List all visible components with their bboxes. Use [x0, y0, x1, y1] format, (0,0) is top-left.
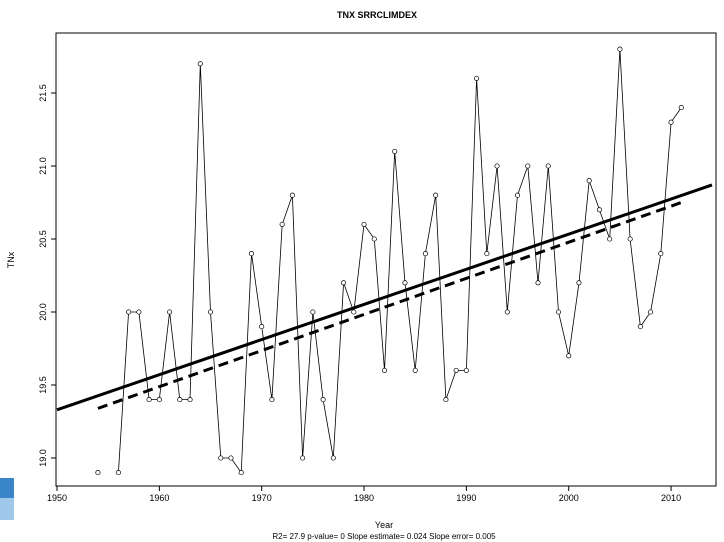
trend-lines: [56, 183, 713, 412]
window-edge-tab-light: [0, 498, 14, 520]
data-point: [402, 280, 408, 286]
data-point: [238, 470, 244, 476]
y-axis: 19.0 19.5 20.0 20.5 21.0 21.5: [38, 84, 56, 467]
data-point: [607, 236, 613, 242]
data-point: [310, 309, 316, 315]
y-axis-label: TNx: [6, 251, 16, 268]
data-point: [678, 105, 684, 111]
data-point: [648, 309, 654, 315]
data-point: [545, 163, 551, 169]
data-point: [586, 178, 592, 184]
window-edge-tab: [0, 478, 14, 498]
x-tick-label: 2000: [559, 493, 579, 503]
x-tick-label: 1980: [354, 493, 374, 503]
data-point: [167, 309, 173, 315]
plot-frame: [55, 32, 717, 487]
data-point: [381, 367, 388, 373]
data-point: [136, 309, 142, 315]
series-line: [118, 49, 682, 474]
series-line-group: [118, 49, 682, 474]
data-point: [218, 455, 224, 461]
data-point: [484, 251, 490, 257]
data-point: [187, 397, 193, 403]
data-point: [207, 309, 214, 315]
data-point: [126, 309, 132, 315]
data-point: [351, 309, 357, 315]
y-tick-label: 21.0: [38, 157, 48, 175]
data-point: [95, 470, 101, 476]
y-tick-label: 19.0: [38, 449, 48, 467]
data-point: [555, 309, 562, 315]
data-point: [300, 455, 306, 461]
data-point: [504, 309, 510, 315]
x-tick-label: 1950: [47, 493, 67, 503]
data-point: [576, 280, 582, 286]
data-point: [341, 280, 347, 286]
data-point: [269, 397, 275, 403]
data-point: [279, 221, 285, 227]
data-point: [248, 251, 255, 257]
data-point: [146, 397, 152, 403]
data-point: [433, 192, 439, 198]
data-point: [658, 251, 664, 257]
data-point: [320, 397, 326, 403]
data-point: [617, 46, 623, 52]
data-point: [596, 207, 602, 213]
data-point: [566, 353, 572, 359]
data-point: [474, 75, 480, 81]
data-point: [289, 192, 295, 198]
y-tick-label: 21.5: [38, 84, 48, 102]
x-tick-label: 1990: [456, 493, 476, 503]
data-point: [463, 367, 469, 373]
data-point: [392, 148, 398, 154]
data-point: [525, 163, 531, 169]
data-point: [330, 455, 336, 461]
y-tick-label: 20.5: [38, 230, 48, 248]
data-point: [197, 61, 203, 67]
data-point: [228, 455, 234, 461]
data-point: [371, 236, 377, 242]
trend-line-solid: [56, 183, 713, 412]
x-axis-label: Year: [375, 520, 393, 530]
data-point: [177, 397, 183, 403]
data-point: [422, 251, 428, 257]
y-tick-label: 20.0: [38, 303, 48, 321]
x-tick-label: 1960: [149, 493, 169, 503]
data-point: [412, 367, 418, 373]
data-point: [535, 280, 541, 286]
y-tick-label: 19.5: [38, 376, 48, 394]
series-points: [95, 46, 684, 476]
x-axis: 1950 1960 1970 1980 1990 2000 2010: [47, 486, 681, 503]
data-point: [627, 236, 633, 242]
data-point: [443, 397, 449, 403]
chart-title: TNX SRRCLIMDEX: [337, 10, 417, 20]
data-point: [637, 324, 643, 330]
data-point: [668, 119, 674, 125]
data-point: [361, 221, 367, 227]
chart-footer-stats: R2= 27.9 p-value= 0 Slope estimate= 0.02…: [272, 532, 496, 541]
data-point: [514, 192, 521, 198]
x-tick-label: 2010: [661, 493, 681, 503]
data-point: [259, 324, 265, 330]
trend-line-dashed: [97, 201, 682, 410]
data-point: [156, 397, 162, 403]
data-point: [115, 470, 121, 476]
data-point: [453, 367, 459, 373]
x-tick-label: 1970: [252, 493, 272, 503]
data-point: [494, 163, 500, 169]
